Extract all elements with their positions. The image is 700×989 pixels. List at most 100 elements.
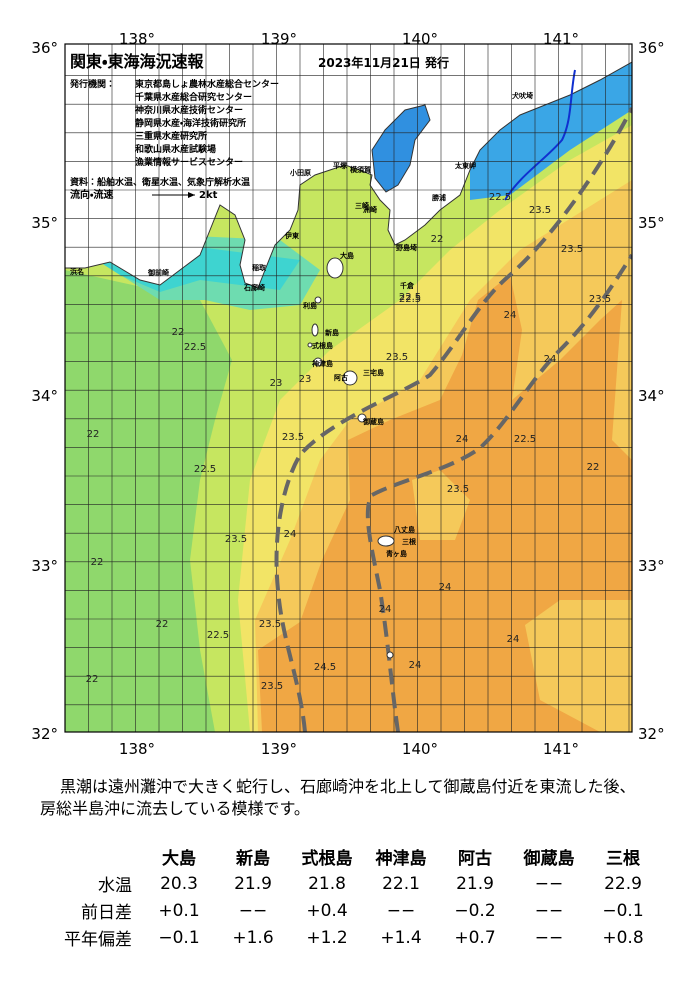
current-line [504, 69, 576, 201]
table-cell: 22.1 [382, 873, 420, 894]
table-cell: −− [534, 873, 564, 894]
longitude-label: 141° [543, 30, 579, 48]
issuers: 東京都島しょ農林水産総合センター千葉県水産総合研究センター神奈川県水産技術センタ… [134, 78, 279, 168]
place-label: 八丈島 [394, 525, 415, 534]
place-label: 浜名 [70, 267, 84, 276]
place-label: 利島 [303, 301, 317, 310]
contour-label: 23.5 [561, 244, 583, 255]
place-label: 伊東 [284, 231, 300, 240]
contour-label: 22 [87, 429, 100, 440]
column-header: 三根 [606, 849, 640, 869]
issuer: 和歌山県水産試験場 [134, 143, 216, 155]
contour-label: 22.5 [514, 434, 536, 445]
longitude-label: 141° [543, 740, 579, 758]
longitude-label: 140° [402, 740, 438, 758]
contour-label: 22 [587, 462, 600, 473]
table-cell: +0.7 [454, 927, 496, 948]
place-label: 千倉 [400, 281, 414, 290]
kuroshio-axis [274, 107, 632, 732]
place-label: 御蔵島 [362, 417, 384, 426]
column-header: 大島 [162, 849, 196, 869]
contour-label: 24 [379, 604, 392, 615]
column-header: 御蔵島 [523, 849, 575, 869]
land [65, 44, 632, 289]
islands [307, 257, 395, 659]
place-label: 勝浦 [432, 193, 446, 202]
table-cell: −0.2 [454, 900, 496, 921]
table-cell: +0.8 [602, 927, 644, 948]
place-label: 平塚 [333, 161, 348, 170]
table-cell: +0.1 [158, 900, 200, 921]
place-label: 三宅島 [363, 368, 384, 377]
flow-label: 流向・流速 [70, 188, 114, 201]
flow-unit: 2kt [199, 190, 218, 201]
table-cell: +1.2 [306, 927, 348, 948]
place-label: 洲崎 [363, 205, 377, 214]
row-label: 平年偏差 [64, 930, 132, 950]
map-frame [64, 43, 633, 733]
contour-label: 24 [507, 634, 520, 645]
contour-label: 22 [86, 674, 99, 685]
latitude-label: 36° [638, 39, 665, 57]
latitude-label: 33° [638, 557, 665, 575]
row-label: 水温 [98, 876, 132, 896]
island [313, 357, 323, 367]
contour-label: 22 [156, 619, 169, 630]
place-label: 稲取 [252, 263, 267, 272]
contour-label: 23.5 [447, 484, 469, 495]
island [307, 342, 313, 348]
latitude-label: 35° [31, 214, 58, 232]
data-source: 資料：船舶水温、衛星水温、気象庁解析水温 [70, 176, 250, 188]
column-header: 新島 [236, 849, 270, 869]
place-label: 青ヶ島 [386, 549, 407, 558]
contour-label: 22.5 [399, 294, 421, 305]
longitude-label: 138° [119, 30, 155, 48]
contour-label: 22.5 [489, 192, 511, 203]
contour-label: 22.5 [184, 342, 206, 353]
table-cell: 22.9 [604, 873, 642, 894]
contour-label: 23.5 [259, 619, 281, 630]
place-label: 犬吠埼 [512, 91, 533, 100]
table-cell: 21.9 [234, 873, 272, 894]
table-cell: −− [386, 900, 416, 921]
kuroshio-axis [365, 253, 632, 732]
table-row: 水温 20.3 21.9 21.8 22.1 21.9 −− 22.9 [40, 870, 660, 897]
contour-label: 24 [409, 660, 422, 671]
island [357, 413, 367, 423]
place-label: 三根 [402, 537, 417, 546]
issuer: 漁業情報サービスセンター [135, 156, 243, 168]
observation-table: 大島 新島 式根島 神津島 阿古 御蔵島 三根 水温 20.3 21.9 21.8 22.1 21.9 −… [40, 843, 660, 951]
flow-arrow-head [188, 192, 195, 198]
axis-labels: 138° 138° 139° 139° 140° 140° 141° 141° 36° 36° 35… [31, 30, 664, 758]
contour-label: 24 [504, 310, 517, 321]
row-label: 前日差 [81, 903, 132, 923]
contour-label: 22.5 [194, 464, 216, 475]
contour-label: 22 [91, 557, 104, 568]
table-row: 平年偏差 −0.1 +1.6 +1.2 +1.4 +0.7 −− +0.8 [40, 924, 660, 951]
latitude-label: 32° [31, 725, 58, 743]
contour-label: 24 [439, 582, 452, 593]
longitude-label: 139° [261, 740, 297, 758]
table-cell: +1.6 [232, 927, 274, 948]
map-area: 23.5 23.5 23.5 22.5 22 22.5 24 24 22.5 22 24 23.5 23… [65, 44, 632, 732]
place-label: 阿古 [334, 373, 348, 382]
place-label: 石廊崎 [243, 283, 265, 292]
latitude-label: 34° [638, 387, 665, 405]
place-label: 大島 [340, 251, 354, 260]
longitude-label: 140° [402, 30, 438, 48]
contour-label: 24 [456, 434, 469, 445]
table-cell: −− [238, 900, 268, 921]
latitude-label: 35° [638, 214, 665, 232]
latitude-label: 34° [31, 387, 58, 405]
table-cell: 20.3 [160, 873, 198, 894]
longitude-label: 139° [261, 30, 297, 48]
contour-label: 22 [172, 327, 185, 338]
contour-label: 23.5 [589, 294, 611, 305]
contour-label: 24.5 [314, 662, 336, 673]
contour-label: 24 [544, 354, 557, 365]
latitude-label: 32° [638, 725, 665, 743]
place-label: 三崎 [355, 201, 369, 210]
contour-label: 22.5 [207, 630, 229, 641]
